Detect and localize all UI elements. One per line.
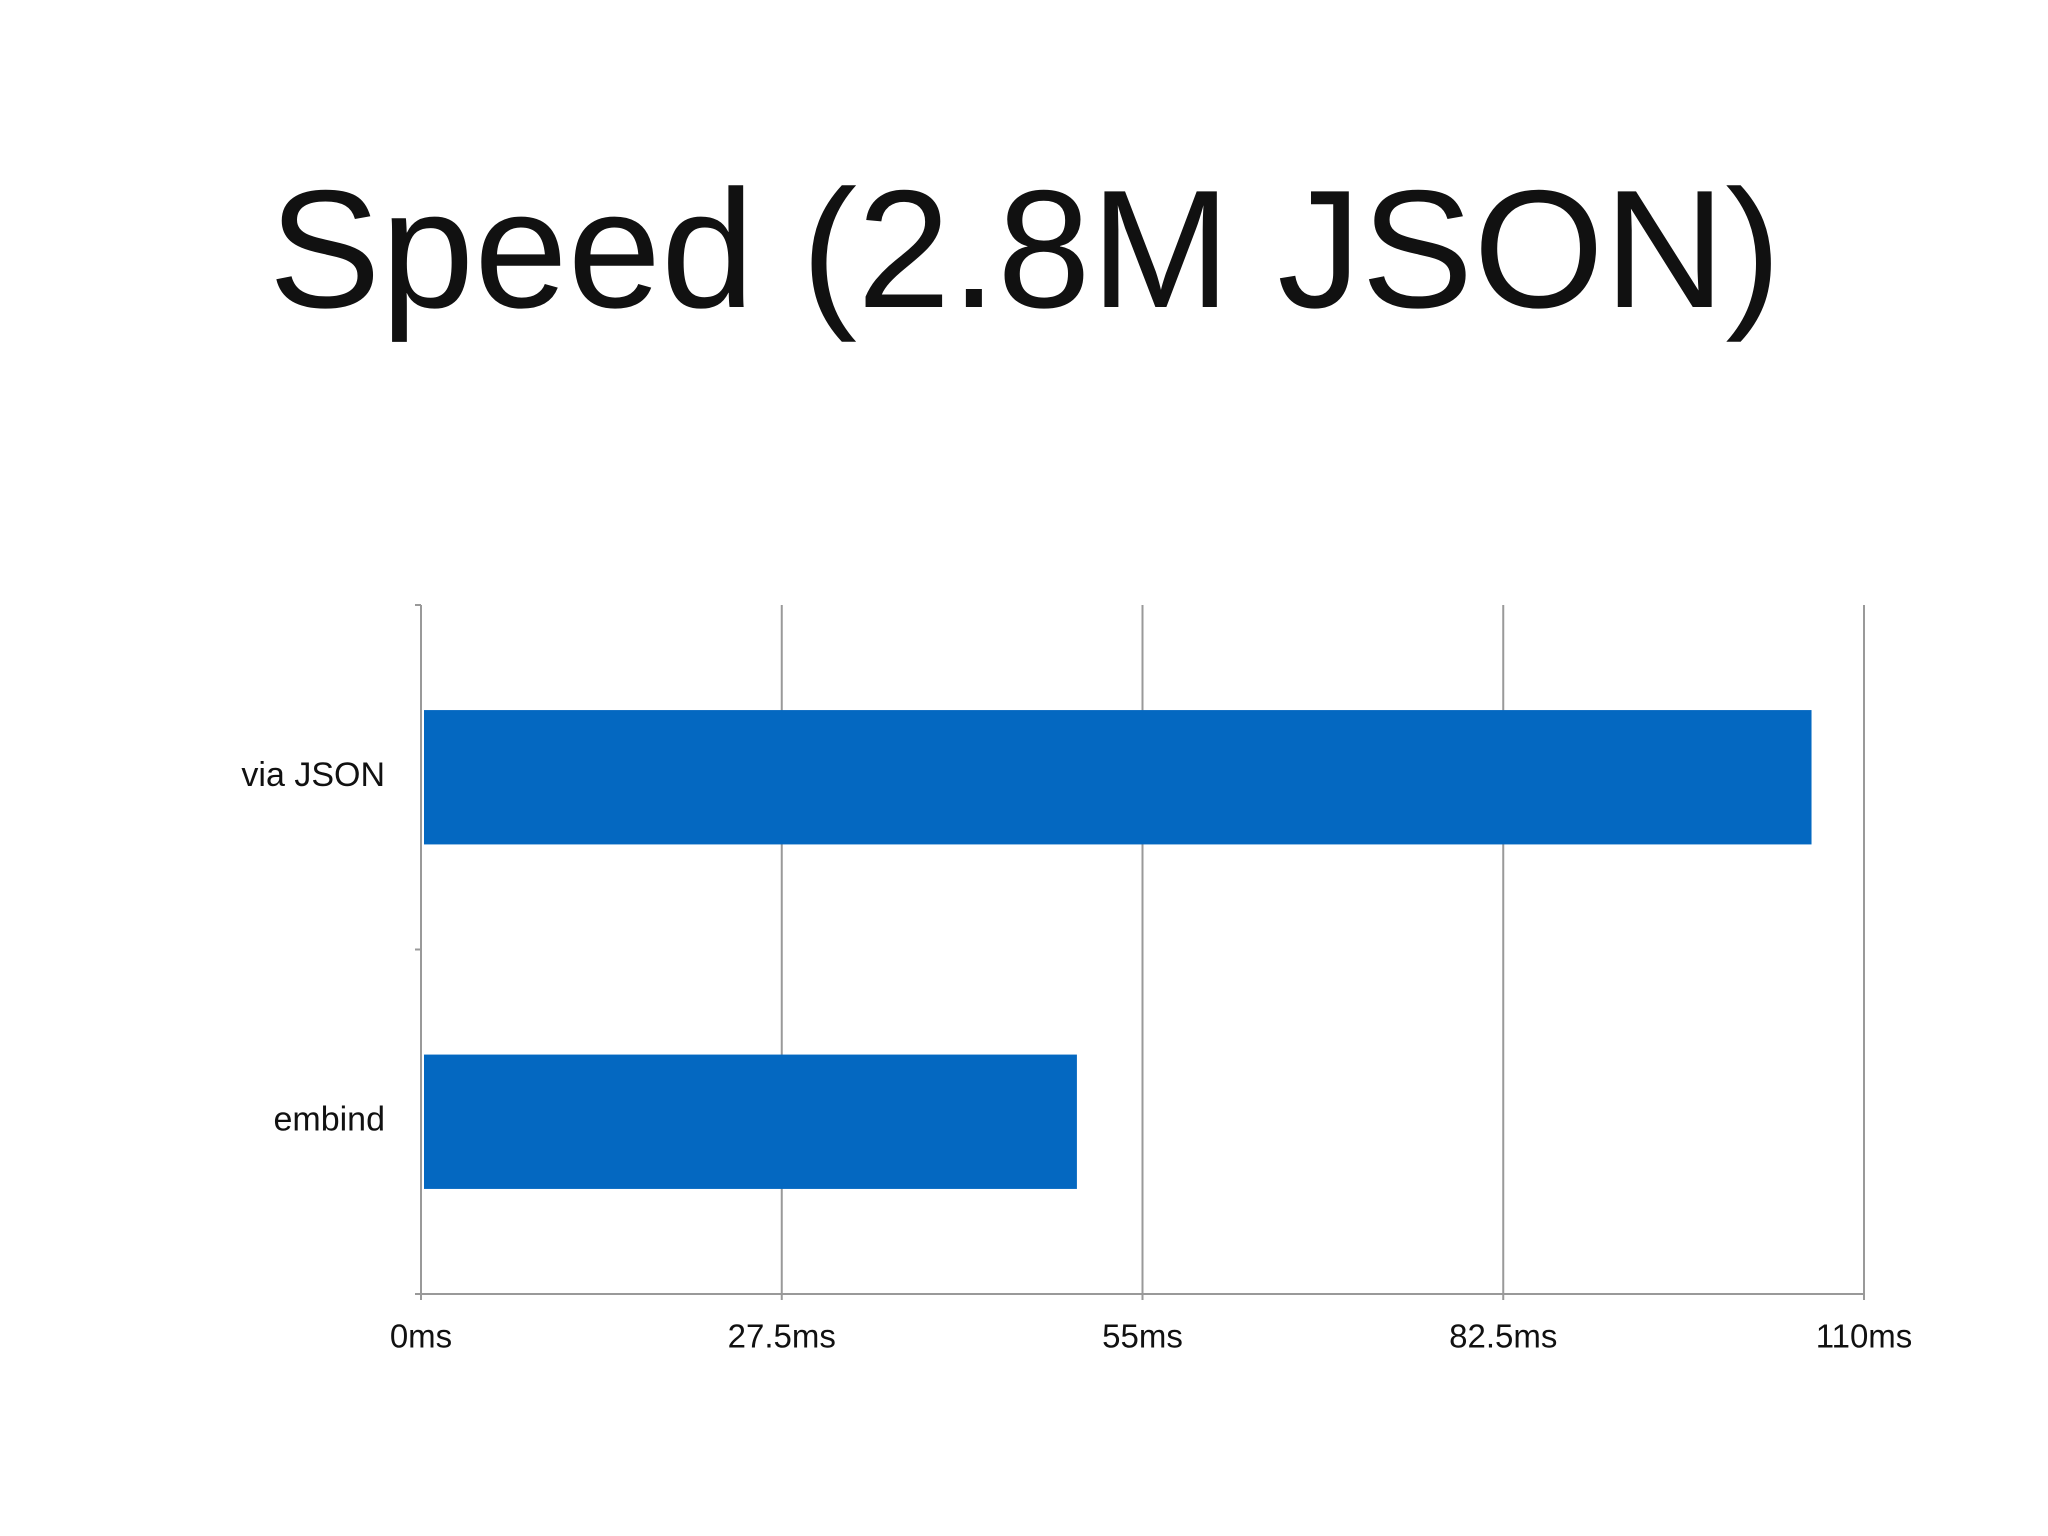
bar	[424, 710, 1812, 845]
y-tick-label: via JSON	[241, 756, 385, 794]
x-tick-label: 110ms	[1816, 1318, 1913, 1355]
x-tick-label: 82.5ms	[1449, 1318, 1557, 1355]
x-tick-label: 0ms	[390, 1318, 452, 1355]
bar	[424, 1054, 1077, 1189]
y-tick-label: embind	[273, 1101, 385, 1139]
x-tick-label: 55ms	[1102, 1318, 1183, 1355]
x-tick-label: 27.5ms	[728, 1318, 836, 1355]
chart-title: Speed (2.8M JSON)	[269, 155, 1782, 343]
